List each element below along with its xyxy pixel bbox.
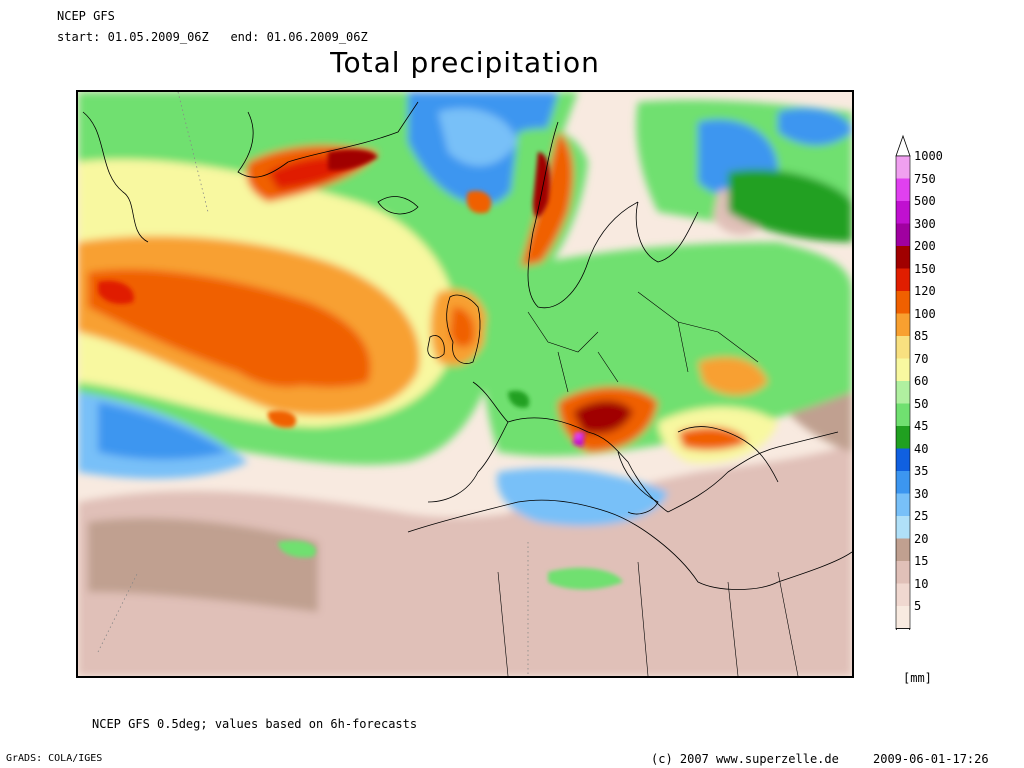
legend-swatch — [896, 403, 910, 426]
legend-swatch — [896, 583, 910, 606]
legend-label: 150 — [914, 261, 936, 276]
legend-label: 300 — [914, 216, 936, 231]
legend-label: 500 — [914, 194, 936, 208]
legend-label: 25 — [914, 509, 929, 523]
legend-label: 100 — [914, 306, 936, 321]
legend-outline — [895, 155, 911, 629]
legend-label: 15 — [914, 554, 929, 568]
legend-label: 5 — [914, 599, 922, 613]
legend-label: 20 — [914, 531, 929, 546]
legend-label: 35 — [914, 464, 929, 478]
legend-swatch — [896, 448, 910, 471]
precipitation-field — [78, 92, 852, 676]
map-title: Total precipitation — [330, 46, 600, 79]
legend-swatch — [896, 426, 910, 449]
legend-label: 200 — [914, 239, 936, 253]
legend-swatch — [896, 313, 910, 336]
legend-swatch — [896, 358, 910, 381]
start-label: start: — [57, 30, 101, 44]
legend-unit: [mm] — [903, 671, 932, 685]
legend-swatch — [896, 561, 910, 584]
legend-swatch — [896, 201, 910, 224]
legend-swatch — [896, 178, 910, 201]
legend-arrow-top — [895, 134, 911, 157]
legend-label: 60 — [914, 374, 929, 388]
legend-label: 30 — [914, 486, 929, 501]
legend-swatch — [896, 246, 910, 269]
precipitation-map — [76, 90, 854, 678]
period-line: start: 01.05.2009_06Z end: 01.06.2009_06… — [57, 30, 368, 44]
legend-label: 120 — [914, 284, 936, 298]
grads-credit: GrADS: COLA/IGES — [6, 753, 103, 764]
timestamp: 2009-06-01-17:26 — [873, 752, 989, 766]
legend-swatch — [896, 516, 910, 539]
legend-label: 45 — [914, 419, 929, 433]
legend-swatch — [896, 336, 910, 359]
legend-swatch — [896, 471, 910, 494]
legend-swatch — [896, 156, 910, 179]
end-value: 01.06.2009_06Z — [266, 30, 368, 44]
legend-label: 50 — [914, 396, 929, 411]
coastlines — [82, 101, 852, 676]
precipitation-detail — [98, 149, 623, 590]
legend-swatch — [896, 291, 910, 314]
legend-swatch — [896, 268, 910, 291]
model-name: NCEP GFS — [57, 9, 115, 23]
legend-swatch — [896, 538, 910, 561]
legend-label: 750 — [914, 171, 936, 186]
legend-label: 10 — [914, 576, 929, 591]
legend-label: 40 — [914, 441, 929, 456]
start-value: 01.05.2009_06Z — [107, 30, 209, 44]
legend-label: 70 — [914, 351, 929, 366]
end-label: end: — [230, 30, 260, 44]
legend-swatch — [896, 606, 910, 629]
legend-swatch — [896, 381, 910, 404]
legend-swatch — [896, 223, 910, 246]
legend-label: 85 — [914, 329, 929, 343]
legend-label: 1000 — [914, 149, 943, 163]
legend-swatch — [896, 493, 910, 516]
dotted-borders — [97, 92, 529, 676]
footnote: NCEP GFS 0.5deg; values based on 6h-fore… — [92, 717, 418, 731]
copyright: (c) 2007 www.superzelle.de — [651, 752, 839, 766]
legend-colorbar — [895, 134, 911, 630]
precipitation-map-graphic — [78, 92, 852, 676]
